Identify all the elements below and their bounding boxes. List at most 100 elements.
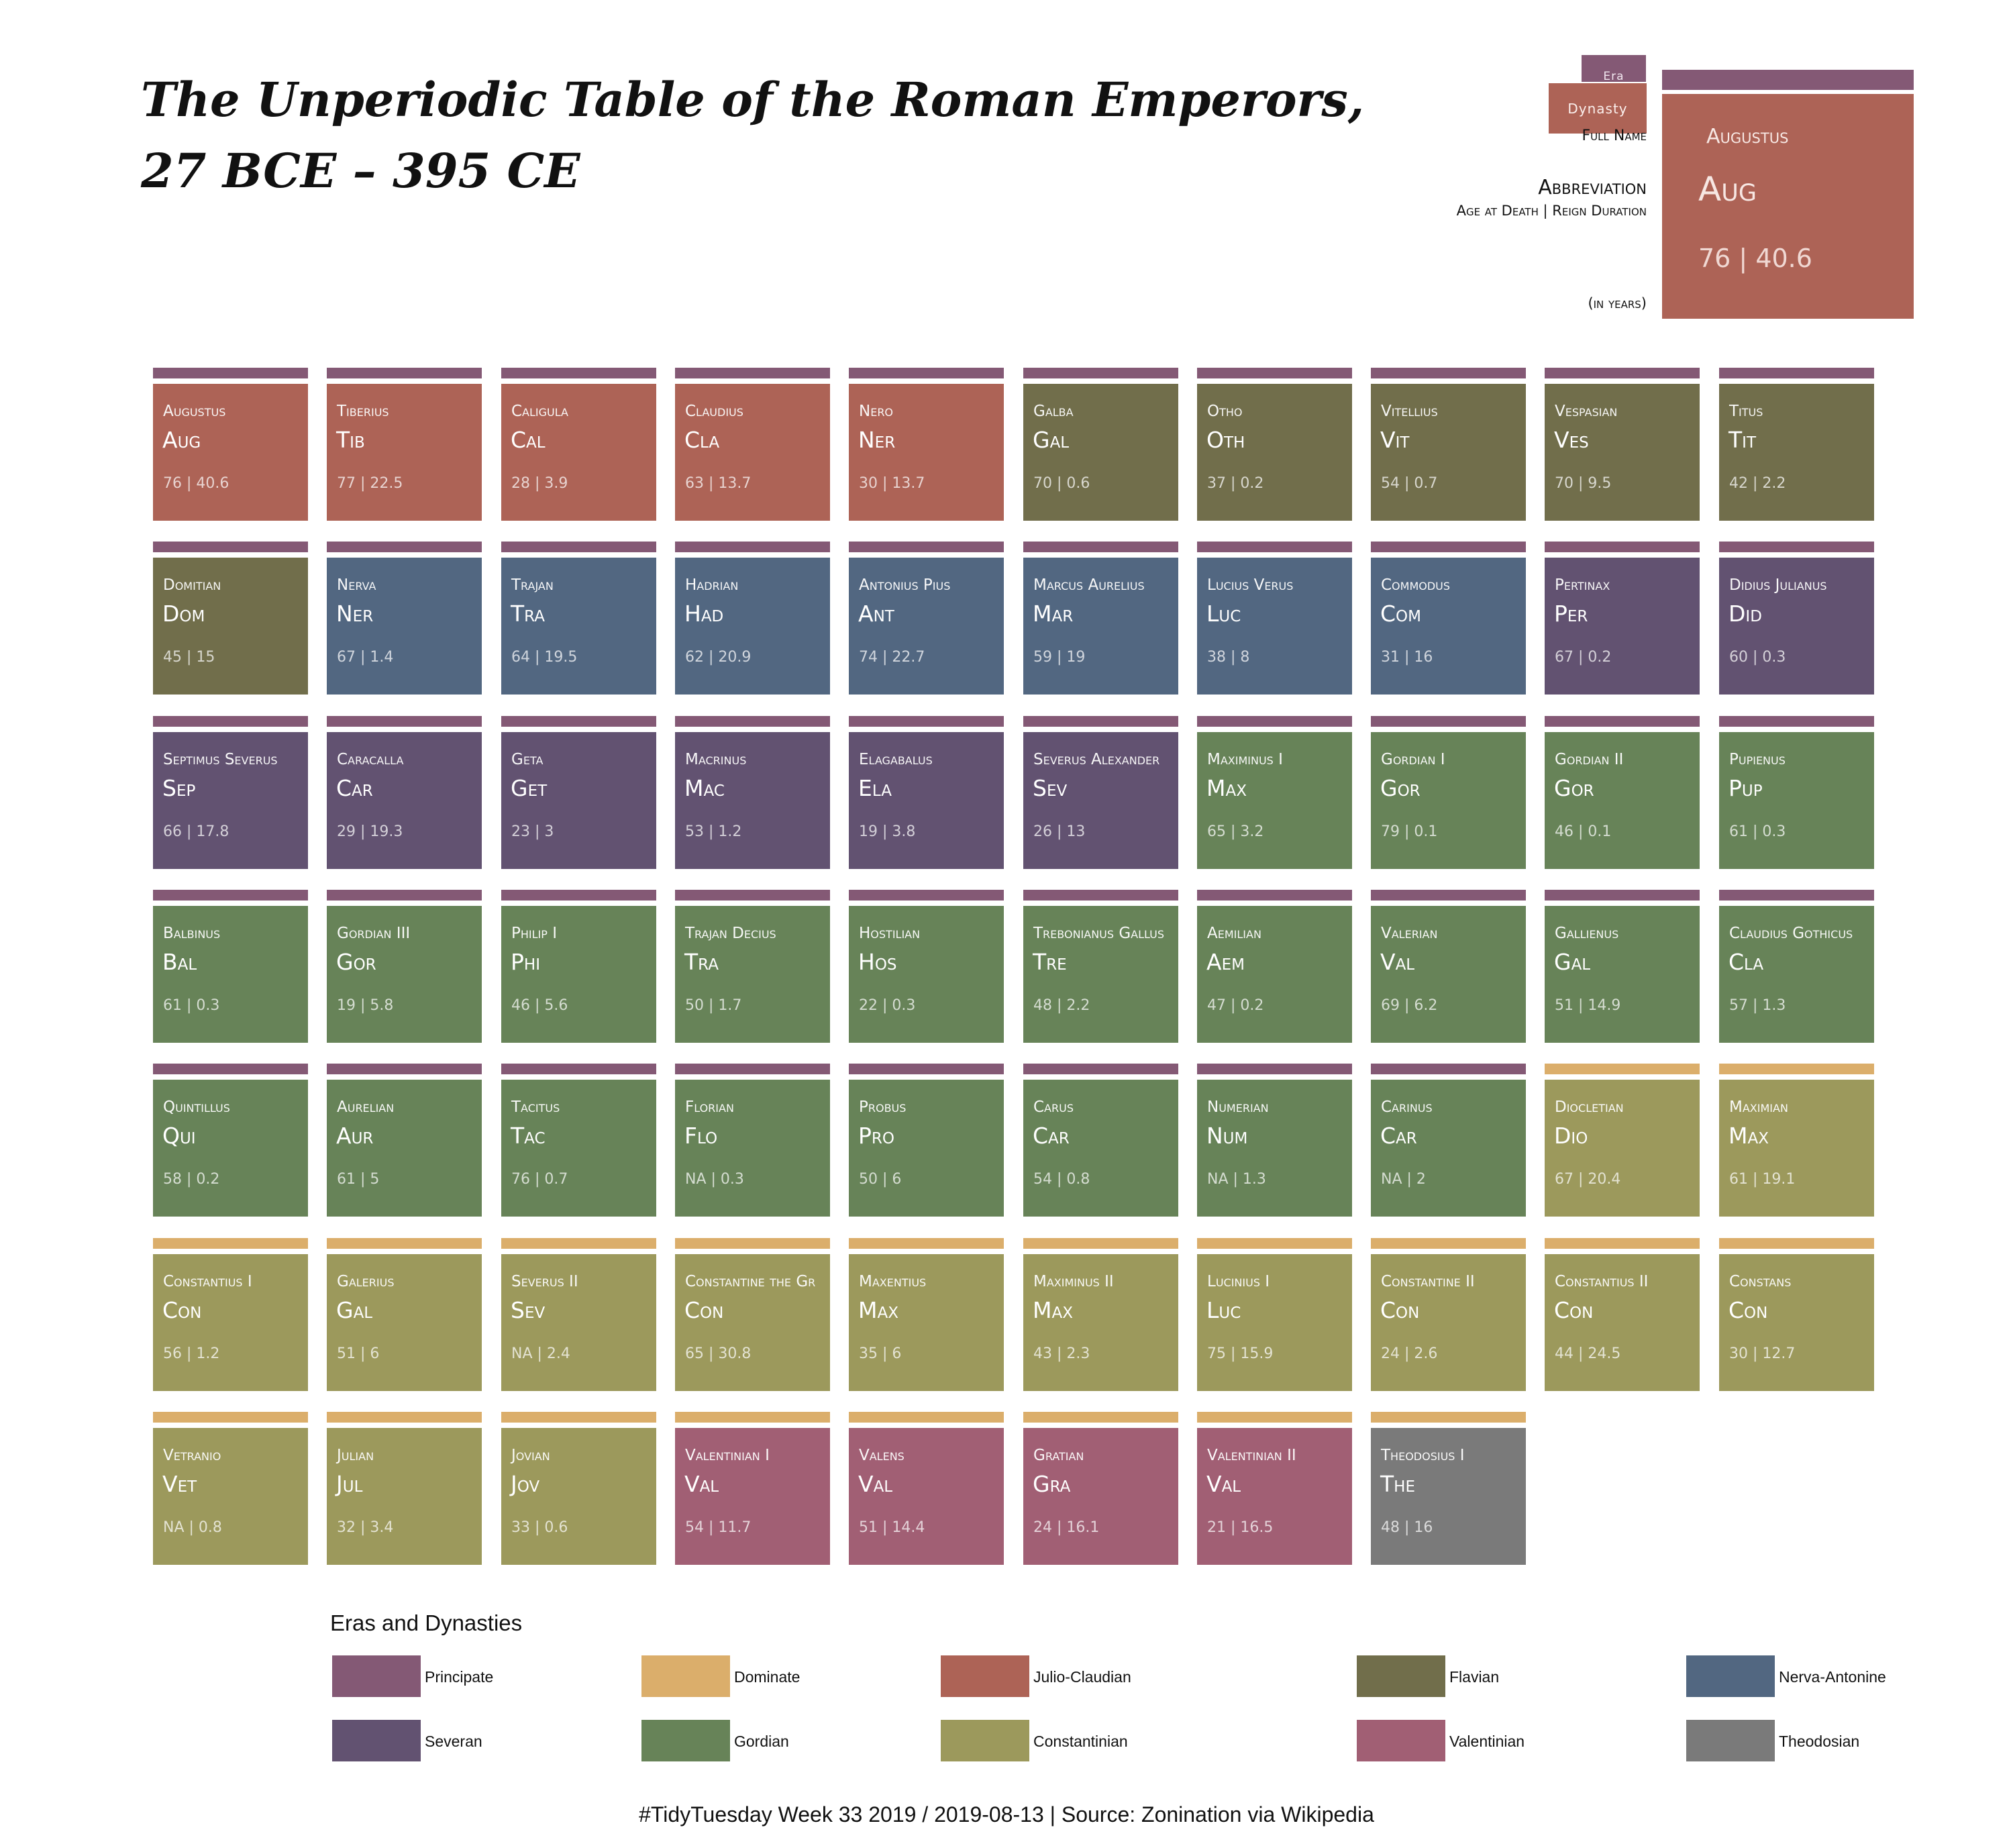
- age-at-death: 67: [1555, 649, 1573, 666]
- era-bar: [675, 1064, 830, 1074]
- emperor-name: Theodosius I: [1381, 1447, 1465, 1464]
- chart-title: The Unperiodic Table of the Roman Empero…: [141, 64, 1364, 207]
- emperor-name: Quintillus: [163, 1098, 230, 1116]
- legend-title: Eras and Dynasties: [330, 1610, 523, 1635]
- emperor-age-reign: 24 | 16.1: [1033, 1519, 1099, 1536]
- emperor-age-reign: 37 | 0.2: [1207, 475, 1263, 492]
- age-at-death: 21: [1207, 1519, 1226, 1536]
- dynasty-block: Didius Julianus Did 60 | 0.3: [1719, 558, 1874, 695]
- emperor-name: Pertinax: [1555, 576, 1610, 594]
- emperor-tile: Gordian I Gor 79 | 0.1: [1371, 716, 1526, 869]
- separator: |: [1748, 1171, 1763, 1188]
- separator: |: [530, 475, 545, 492]
- separator: |: [1573, 649, 1588, 666]
- era-bar: [1023, 890, 1178, 901]
- reign-duration: 13.7: [892, 475, 925, 492]
- era-bar: [153, 1412, 308, 1423]
- era-bar: [675, 368, 830, 378]
- age-at-death: 77: [337, 475, 356, 492]
- era-bar: [849, 1412, 1004, 1423]
- era-bar: [327, 1064, 482, 1074]
- reign-duration: 3.4: [370, 1519, 394, 1536]
- emperor-age-reign: 65 | 30.8: [685, 1345, 751, 1362]
- reign-duration: 12.7: [1762, 1345, 1796, 1362]
- emperor-name: Hadrian: [685, 576, 739, 594]
- era-bar: [675, 1238, 830, 1249]
- emperor-tile: Julian Jul 32 | 3.4: [327, 1412, 482, 1565]
- emperor-age-reign: 67 | 0.2: [1555, 649, 1611, 666]
- emperor-name: Trajan Decius: [685, 925, 776, 942]
- emperor-tile: Geta Get 23 | 3: [501, 716, 656, 869]
- reign-duration: 1.3: [1242, 1171, 1266, 1188]
- emperor-tile: Tiberius Tib 77 | 22.5: [327, 368, 482, 521]
- emperor-name: Valens: [859, 1447, 905, 1464]
- era-bar: [153, 890, 308, 901]
- dynasty-block: Gratian Gra 24 | 16.1: [1023, 1428, 1178, 1565]
- emperor-name: Balbinus: [163, 925, 221, 942]
- legend-label: Nerva-Antonine: [1779, 1668, 1886, 1686]
- age-at-death: 31: [1381, 649, 1400, 666]
- emperor-name: Elagabalus: [859, 751, 933, 768]
- caption: #TidyTuesday Week 33 2019 / 2019-08-13 |…: [639, 1802, 1374, 1827]
- age-at-death: 35: [859, 1345, 878, 1362]
- emperor-name: Aurelian: [337, 1098, 395, 1116]
- separator: |: [530, 1171, 545, 1188]
- emperor-tile: Valentinian I Val 54 | 11.7: [675, 1412, 830, 1565]
- emperor-abbreviation: Dom: [162, 601, 205, 627]
- dynasty-block: Maximian Max 61 | 19.1: [1719, 1080, 1874, 1217]
- emperor-name: Carinus: [1381, 1098, 1433, 1116]
- era-bar: [1023, 1412, 1178, 1423]
- emperor-name: Gratian: [1033, 1447, 1084, 1464]
- reign-duration: 19.1: [1762, 1171, 1796, 1188]
- emperor-tile: Pertinax Per 67 | 0.2: [1545, 542, 1700, 695]
- separator: |: [1052, 1171, 1067, 1188]
- reign-duration: 0.2: [196, 1171, 220, 1188]
- emperor-age-reign: 66 | 17.8: [163, 823, 229, 840]
- dynasty-block: Elagabalus Ela 19 | 3.8: [849, 732, 1004, 869]
- emperor-age-reign: 33 | 0.6: [511, 1519, 568, 1536]
- key-abbreviation-label: Abbreviation: [1538, 176, 1647, 199]
- era-bar: [327, 1238, 482, 1249]
- reign-duration: 6.2: [1414, 997, 1438, 1014]
- era-bar: [675, 1412, 830, 1423]
- dynasty-block: Claudius Cla 63 | 13.7: [675, 384, 830, 521]
- emperor-abbreviation: Con: [162, 1297, 202, 1323]
- emperor-abbreviation: Mar: [1033, 601, 1074, 627]
- separator: |: [356, 1171, 370, 1188]
- reign-duration: 0.1: [1588, 823, 1612, 840]
- separator: |: [1052, 475, 1067, 492]
- separator: |: [356, 649, 370, 666]
- emperor-name: Vetranio: [163, 1447, 221, 1464]
- reign-duration: 0.8: [1066, 1171, 1090, 1188]
- dynasty-block: Severus II Sev NA | 2.4: [501, 1254, 656, 1391]
- era-bar: [1023, 1064, 1178, 1074]
- emperor-name: Commodus: [1381, 576, 1451, 594]
- reign-duration: 24.5: [1588, 1345, 1621, 1362]
- emperor-name: Maxentius: [859, 1273, 927, 1290]
- dynasty-block: Theodosius I The 48 | 16: [1371, 1428, 1526, 1565]
- emperor-age-reign: 67 | 1.4: [337, 649, 393, 666]
- emperor-name: Claudius Gothicus: [1729, 925, 1853, 942]
- dynasty-block: Geta Get 23 | 3: [501, 732, 656, 869]
- separator: |: [356, 823, 370, 840]
- separator: |: [356, 997, 370, 1014]
- era-bar: [1719, 542, 1874, 552]
- era-bar: [153, 1064, 308, 1074]
- legend-label: Flavian: [1449, 1668, 1500, 1686]
- dynasty-block: Lucius Verus Luc 38 | 8: [1197, 558, 1352, 695]
- age-at-death: 54: [1381, 475, 1400, 492]
- era-bar: [1371, 1412, 1526, 1423]
- dynasty-block: Gordian I Gor 79 | 0.1: [1371, 732, 1526, 869]
- separator: |: [704, 1345, 719, 1362]
- age-at-death: 24: [1381, 1345, 1400, 1362]
- dynasty-block: Gallienus Gal 51 | 14.9: [1545, 906, 1700, 1043]
- emperor-age-reign: 54 | 0.7: [1381, 475, 1437, 492]
- emperor-age-reign: 54 | 11.7: [685, 1519, 751, 1536]
- separator: |: [1228, 1171, 1243, 1188]
- age-at-death: 29: [337, 823, 356, 840]
- emperor-abbreviation: Ner: [858, 427, 896, 453]
- emperor-abbreviation: Num: [1206, 1123, 1248, 1149]
- emperor-age-reign: 60 | 0.3: [1729, 649, 1786, 666]
- dynasty-block: Valerian Val 69 | 6.2: [1371, 906, 1526, 1043]
- emperor-abbreviation: Ner: [336, 601, 374, 627]
